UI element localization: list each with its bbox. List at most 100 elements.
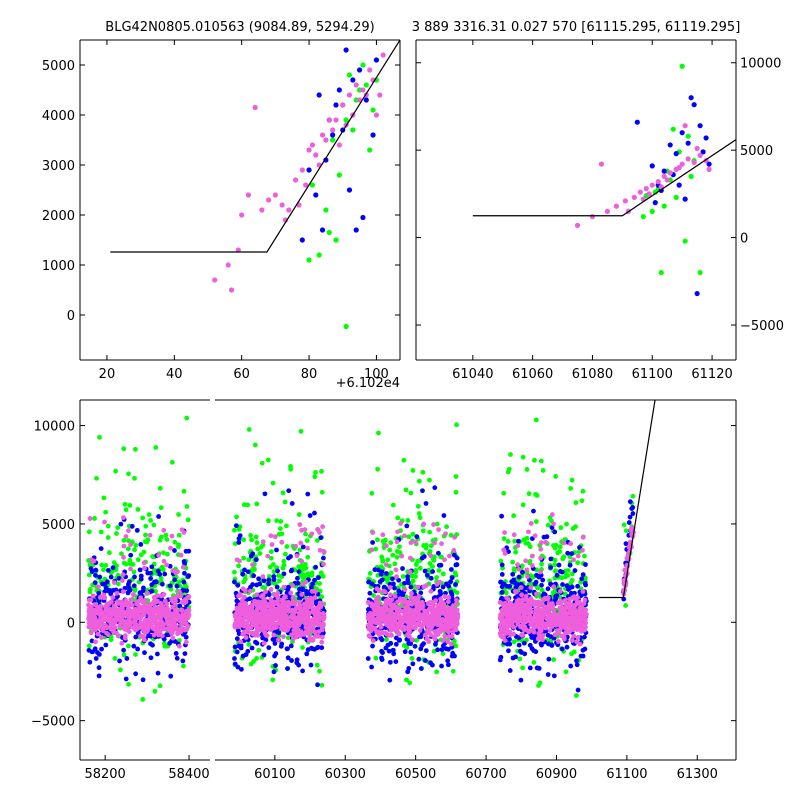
tl-magenta-point xyxy=(239,212,245,218)
br-blue-point xyxy=(423,501,429,506)
br-magenta-point xyxy=(286,608,292,613)
br-magenta-point xyxy=(421,521,427,527)
br-magenta-point xyxy=(321,549,327,555)
br-magenta-point xyxy=(512,588,518,594)
br-magenta-point xyxy=(387,585,393,590)
br-blue-point xyxy=(498,579,503,585)
br-green-point xyxy=(303,531,308,537)
br-magenta-point xyxy=(442,557,447,563)
bl-blue-point xyxy=(103,585,109,591)
br-magenta-point xyxy=(569,618,575,624)
br-magenta-point xyxy=(319,634,325,640)
br-blue-point xyxy=(253,557,259,563)
br-magenta-point xyxy=(624,555,630,561)
br-green-point xyxy=(232,569,237,575)
br-magenta-point xyxy=(536,606,542,612)
br-green-point xyxy=(420,469,426,475)
br-blue-point xyxy=(510,655,516,661)
tl-magenta-point xyxy=(336,142,342,148)
tr-magenta-point xyxy=(697,152,703,159)
tr-xtick-label: 61080 xyxy=(572,367,613,382)
br-magenta-point xyxy=(502,551,508,556)
br-blue-point xyxy=(365,656,371,661)
tl-blue-point xyxy=(316,92,322,98)
tl-green-point xyxy=(336,172,342,178)
br-blue-point xyxy=(400,592,406,598)
br-magenta-point xyxy=(383,604,389,610)
bl-green-point xyxy=(121,537,127,543)
tl-ytick-label: 0 xyxy=(67,309,75,324)
br-blue-point xyxy=(569,551,575,557)
br-green-point xyxy=(267,564,273,570)
bl-magenta-point xyxy=(136,625,142,631)
br-green-point xyxy=(256,647,262,653)
br-magenta-point xyxy=(264,633,270,639)
tr-green-point xyxy=(688,173,694,179)
br-blue-point xyxy=(548,556,554,562)
bl-magenta-point xyxy=(156,611,162,617)
br-green-point xyxy=(520,502,526,508)
bl-green-point xyxy=(185,517,191,523)
tr-blue-point xyxy=(679,130,685,136)
bl-magenta-point xyxy=(87,610,93,616)
bl-magenta-point xyxy=(135,599,141,605)
br-green-point xyxy=(285,635,291,641)
bl-green-point xyxy=(176,512,182,517)
br-magenta-point xyxy=(297,633,303,639)
br-magenta-point xyxy=(398,521,403,526)
bl-magenta-point xyxy=(170,635,176,641)
tr-green-point xyxy=(658,269,664,276)
br-green-point xyxy=(571,649,577,655)
bl-green-point xyxy=(86,643,92,649)
tl-magenta-point xyxy=(252,104,258,111)
bl-magenta-point xyxy=(168,617,174,623)
br-blue-point xyxy=(544,534,550,540)
tr-magenta-point xyxy=(676,165,682,171)
tl-green-point xyxy=(363,82,369,88)
br-magenta-point xyxy=(428,632,434,638)
br-green-point xyxy=(380,558,386,564)
br-green-point xyxy=(523,540,529,546)
br-magenta-point xyxy=(275,595,281,600)
br-magenta-point xyxy=(301,601,307,607)
br-magenta-point xyxy=(534,591,539,597)
br-blue-point xyxy=(316,575,321,581)
br-blue-point xyxy=(369,664,375,670)
br-blue-point xyxy=(438,562,444,568)
tl-green-point xyxy=(350,127,356,133)
br-blue-point xyxy=(285,646,290,652)
br-magenta-point xyxy=(560,613,566,619)
br-green-point xyxy=(623,603,629,608)
br-blue-point xyxy=(397,637,403,643)
br-blue-point xyxy=(421,641,426,647)
br-green-point xyxy=(533,519,539,524)
br-magenta-point xyxy=(384,631,390,637)
br-magenta-point xyxy=(557,600,563,605)
bl-magenta-point xyxy=(186,612,192,618)
br-magenta-point xyxy=(290,598,296,604)
br-magenta-point xyxy=(244,624,250,630)
tl-magenta-point xyxy=(377,92,383,98)
br-green-point xyxy=(545,522,551,528)
tl-green-point xyxy=(343,323,349,330)
br-magenta-point xyxy=(540,608,546,614)
bl-blue-point xyxy=(93,572,98,578)
br-blue-point xyxy=(522,651,528,657)
br-green-point xyxy=(430,564,435,570)
bl-green-point xyxy=(157,683,163,689)
br-magenta-point xyxy=(320,611,326,616)
br-blue-point xyxy=(420,488,425,494)
br-blue-point xyxy=(627,499,633,505)
bl-blue-point xyxy=(185,574,191,579)
br-magenta-point xyxy=(538,569,543,575)
bl-blue-point xyxy=(86,647,92,653)
tl-ytick-label: 3000 xyxy=(42,159,75,174)
br-magenta-point xyxy=(500,624,505,630)
br-green-point xyxy=(288,464,293,469)
br-magenta-point xyxy=(237,616,243,622)
bl-blue-point xyxy=(110,565,116,571)
br-green-point xyxy=(404,677,409,683)
br-magenta-point xyxy=(522,611,527,617)
br-green-point xyxy=(520,665,525,671)
bl-green-point xyxy=(135,557,141,563)
